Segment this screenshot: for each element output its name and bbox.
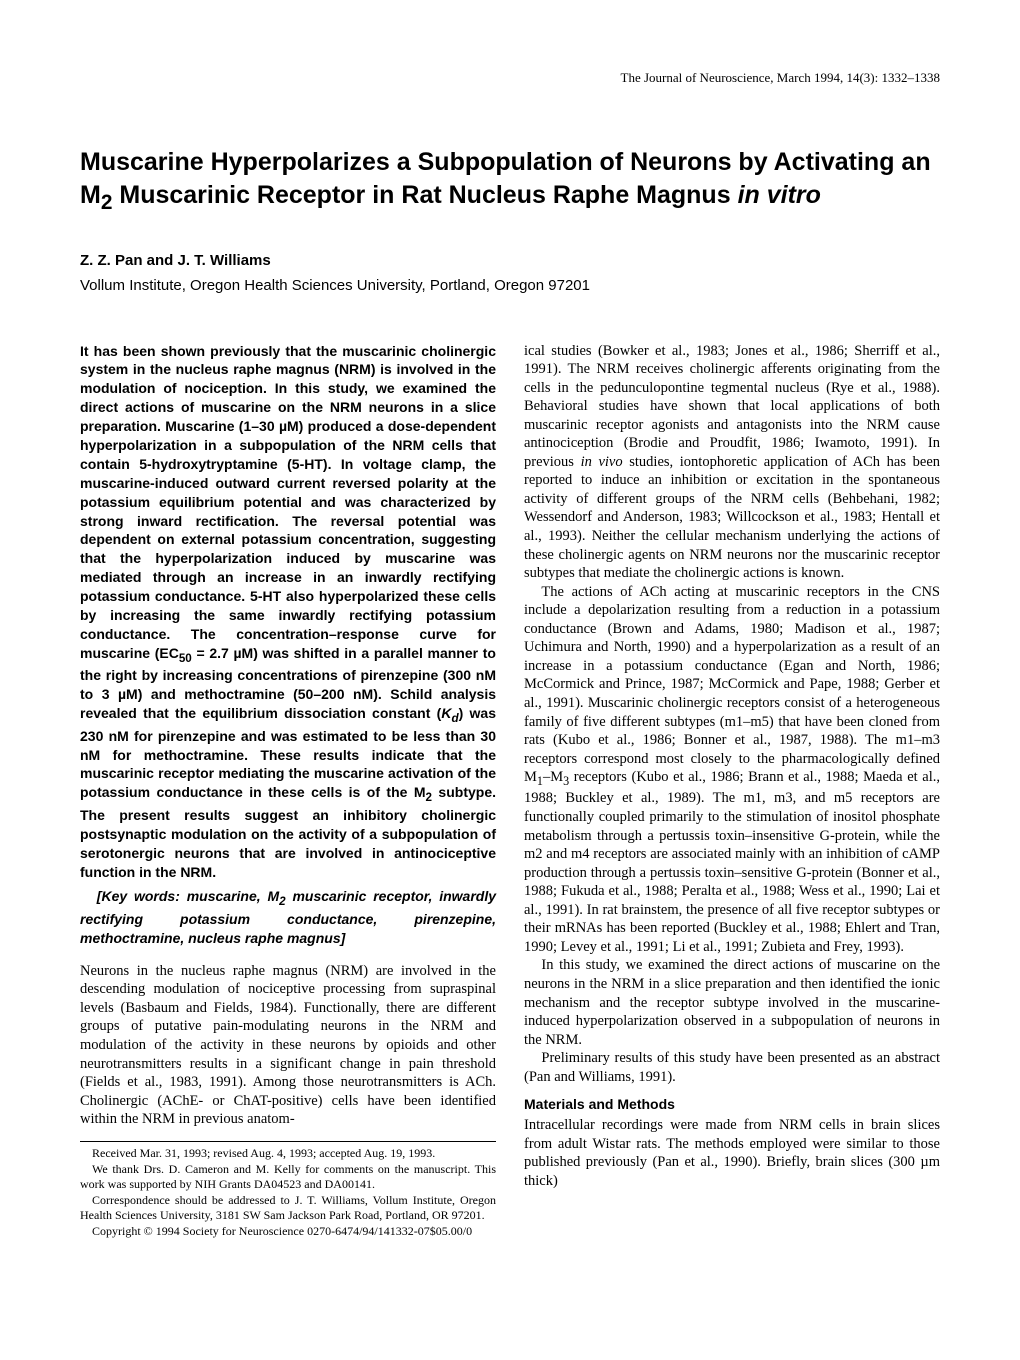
affiliation: Vollum Institute, Oregon Health Sciences… bbox=[80, 277, 940, 294]
keywords: [Key words: muscarine, M2 muscarinic rec… bbox=[80, 887, 496, 947]
footnote-rule bbox=[80, 1141, 496, 1142]
body-paragraph: ical studies (Bowker et al., 1983; Jones… bbox=[524, 342, 940, 583]
footnotes: Received Mar. 31, 1993; revised Aug. 4, … bbox=[80, 1146, 496, 1239]
authors: Z. Z. Pan and J. T. Williams bbox=[80, 252, 940, 269]
article-title: Muscarine Hyperpolarizes a Subpopulation… bbox=[80, 146, 940, 216]
footnote-copyright: Copyright © 1994 Society for Neuroscienc… bbox=[80, 1224, 496, 1239]
section-heading-materials: Materials and Methods bbox=[524, 1096, 940, 1114]
running-head: The Journal of Neuroscience, March 1994,… bbox=[80, 70, 940, 86]
page: The Journal of Neuroscience, March 1994,… bbox=[0, 0, 1020, 1300]
right-column: ical studies (Bowker et al., 1983; Jones… bbox=[524, 342, 940, 1240]
left-column: It has been shown previously that the mu… bbox=[80, 342, 496, 1240]
intro-paragraph: Neurons in the nucleus raphe magnus (NRM… bbox=[80, 962, 496, 1129]
body-paragraph: The actions of ACh acting at muscarinic … bbox=[524, 583, 940, 957]
abstract: It has been shown previously that the mu… bbox=[80, 342, 496, 882]
body-paragraph: Preliminary results of this study have b… bbox=[524, 1049, 940, 1086]
footnote-acknowledgments: We thank Drs. D. Cameron and M. Kelly fo… bbox=[80, 1162, 496, 1192]
materials-paragraph: Intracellular recordings were made from … bbox=[524, 1116, 940, 1190]
two-column-layout: It has been shown previously that the mu… bbox=[80, 342, 940, 1240]
body-paragraph: In this study, we examined the direct ac… bbox=[524, 956, 940, 1049]
footnote-received: Received Mar. 31, 1993; revised Aug. 4, … bbox=[80, 1146, 496, 1161]
footnote-correspondence: Correspondence should be addressed to J.… bbox=[80, 1193, 496, 1223]
